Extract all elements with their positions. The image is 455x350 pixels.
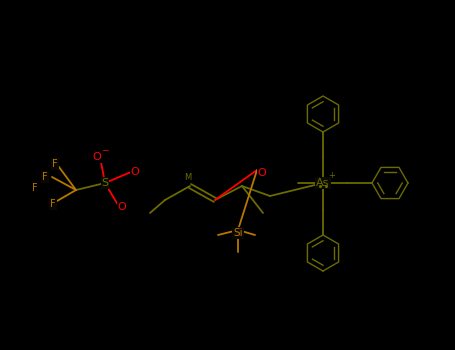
Text: F: F — [42, 172, 48, 182]
Text: O: O — [118, 202, 126, 212]
Text: F: F — [50, 199, 56, 209]
Text: F: F — [52, 159, 58, 169]
Text: As: As — [316, 178, 330, 188]
Text: O: O — [131, 167, 139, 177]
Text: Si: Si — [233, 228, 243, 238]
Text: F: F — [32, 183, 38, 193]
Text: O: O — [93, 152, 101, 162]
Text: M: M — [184, 173, 192, 182]
Text: +: + — [329, 170, 335, 180]
Text: −: − — [101, 146, 109, 154]
Text: S: S — [101, 178, 109, 188]
Text: O: O — [258, 168, 266, 178]
